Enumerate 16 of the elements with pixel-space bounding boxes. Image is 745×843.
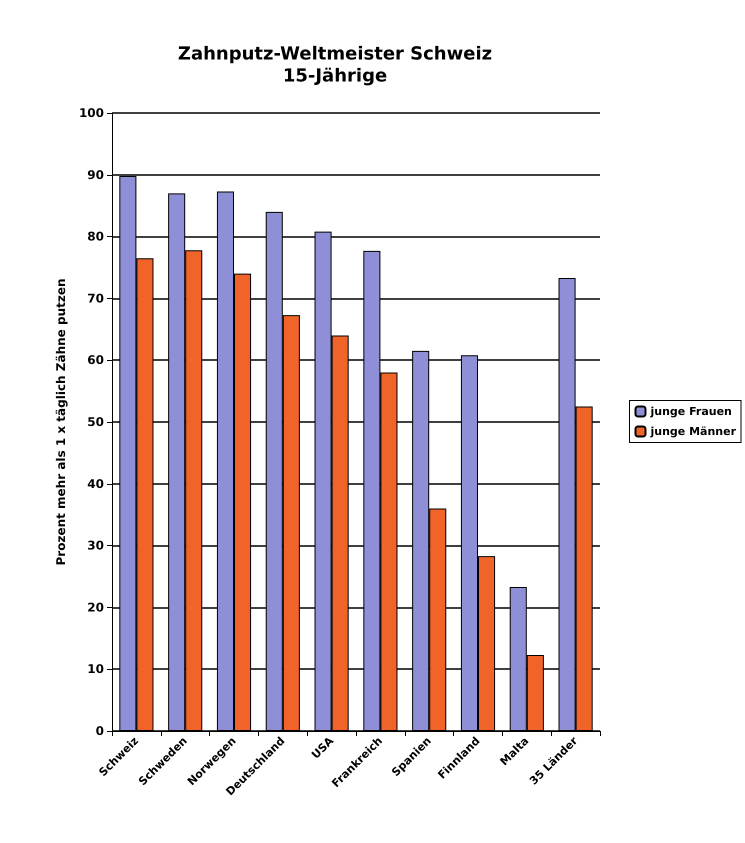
y-tick-label: 30 — [87, 538, 104, 553]
legend-label: junge Männer — [649, 425, 737, 438]
y-tick-label: 80 — [87, 230, 104, 244]
y-tick-label: 60 — [87, 353, 104, 368]
y-tick-label: 20 — [87, 600, 104, 614]
y-tick-label: 70 — [87, 291, 104, 306]
legend-label: junge Frauen — [649, 405, 732, 418]
y-tick-label: 10 — [87, 662, 104, 676]
y-tick-label: 100 — [78, 106, 104, 120]
y-tick-label: 0 — [96, 724, 104, 738]
y-tick-label: 50 — [87, 415, 104, 429]
y-axis-title: Prozent mehr als 1 x täglich Zähne putzen — [54, 278, 68, 566]
chart-subtitle: 15-Jährige — [282, 66, 388, 86]
chart-title: Zahnputz-Weltmeister Schweiz — [178, 44, 492, 64]
y-tick-label: 90 — [87, 168, 104, 182]
y-tick-label: 40 — [87, 476, 104, 491]
